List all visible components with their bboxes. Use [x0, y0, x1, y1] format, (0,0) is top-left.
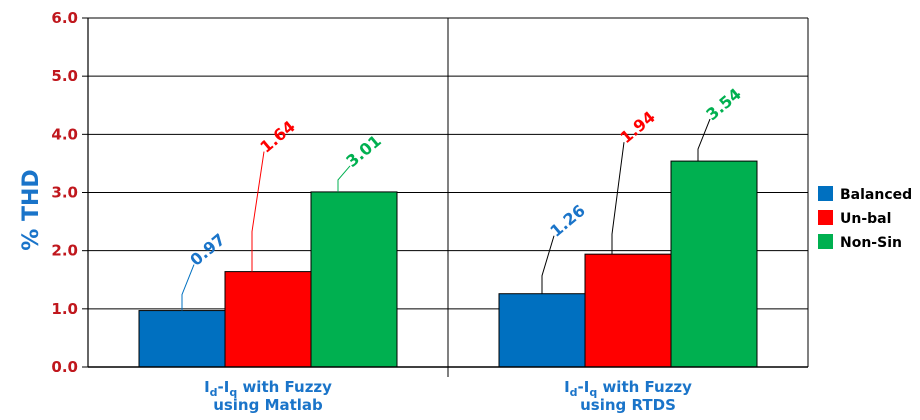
leader-line	[337, 165, 351, 192]
category-label-line1: Id-Iq with Fuzzy	[564, 378, 692, 399]
y-tick-label: 0.0	[51, 358, 78, 376]
category-label-line2: using Matlab	[213, 396, 323, 414]
legend-item-balanced: Balanced	[818, 186, 912, 203]
legend-swatch	[818, 186, 833, 201]
y-tick-label: 6.0	[51, 9, 78, 27]
y-tick-label: 2.0	[51, 242, 78, 260]
bar-non-sin-1	[310, 191, 398, 368]
leader-line	[611, 142, 625, 255]
y-tick-label: 1.0	[51, 300, 78, 318]
data-label-balanced-2: 1.26	[546, 201, 588, 241]
bar-un-bal-1	[224, 271, 312, 368]
legend-swatch	[818, 234, 833, 249]
y-tick-label: 4.0	[51, 125, 78, 143]
category-label-part: -I	[578, 378, 590, 396]
category-label-line1: Id-Iq with Fuzzy	[204, 378, 332, 399]
y-tick-label: 5.0	[51, 67, 78, 85]
category-label-part: -I	[218, 378, 230, 396]
category-label-part: q	[589, 386, 597, 399]
data-label-non-sin-1: 3.01	[342, 131, 384, 171]
bar-non-sin-2	[670, 160, 758, 368]
bar-balanced-2	[498, 293, 586, 368]
leader-line	[181, 264, 195, 311]
legend-label: Balanced	[840, 187, 912, 203]
category-label-part: with Fuzzy	[237, 378, 332, 396]
category-label-part: I	[204, 378, 210, 396]
legend-label: Non-Sin	[840, 235, 902, 251]
category-label-part: d	[570, 386, 578, 399]
leader-line	[541, 235, 555, 294]
data-label-un-bal-1: 1.64	[256, 117, 298, 157]
legend-item-non-sin: Non-Sin	[818, 234, 902, 251]
category-label-part: q	[229, 386, 237, 399]
axes	[87, 18, 809, 377]
legend-label: Un-bal	[840, 211, 891, 227]
bar-balanced-1	[138, 310, 226, 368]
data-labels: 0.97 1.64 3.01 1.26 1.94 3.54	[186, 84, 744, 269]
y-tick-label: 3.0	[51, 184, 78, 202]
category-label-line2: using RTDS	[580, 396, 676, 414]
category-label-part: with Fuzzy	[597, 378, 692, 396]
y-axis-label: % THD	[19, 169, 44, 250]
bar-un-bal-2	[584, 253, 672, 368]
leader-line	[697, 118, 711, 162]
legend: Balanced Un-bal Non-Sin	[818, 186, 912, 251]
data-label-un-bal-2: 1.94	[616, 107, 658, 147]
category-label-part: d	[210, 386, 218, 399]
legend-item-un-bal: Un-bal	[818, 210, 891, 227]
data-label-balanced-1: 0.97	[186, 230, 228, 270]
bars	[138, 160, 758, 368]
data-label-leaders	[181, 118, 711, 311]
data-label-non-sin-2: 3.54	[702, 84, 744, 124]
y-axis-ticks: 0.0 1.0 2.0 3.0 4.0 5.0 6.0	[51, 9, 88, 376]
category-label-part: I	[564, 378, 570, 396]
legend-swatch	[818, 210, 833, 225]
leader-line	[251, 151, 265, 272]
